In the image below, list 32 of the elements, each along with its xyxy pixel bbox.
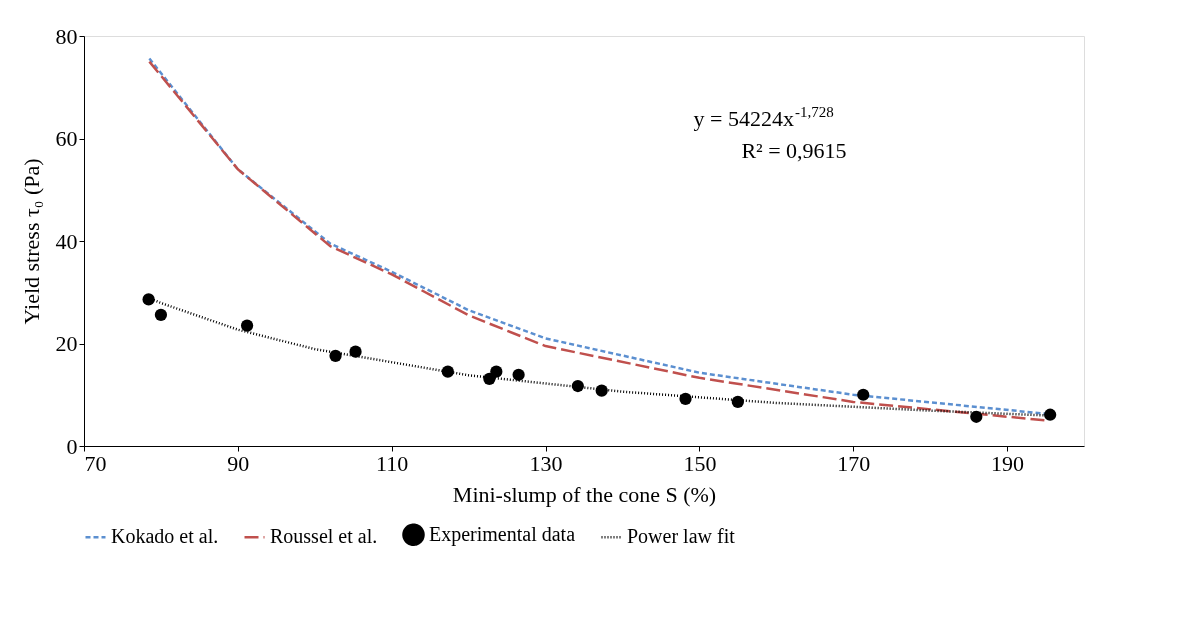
point xyxy=(857,388,870,401)
legend-label: Power law fit xyxy=(627,525,736,548)
point xyxy=(512,368,525,381)
y-tick-label: 60 xyxy=(55,126,78,151)
x-tick-label: 190 xyxy=(991,450,1025,476)
y-axis-title: Yield stress τ₀ (Pa) xyxy=(18,158,44,325)
point xyxy=(329,349,342,362)
point xyxy=(1044,408,1057,421)
legend-label: Experimental data xyxy=(429,522,576,546)
legend-label: Kokado et al. xyxy=(111,525,219,548)
legend-label: Roussel et al. xyxy=(270,525,378,548)
x-tick-label: 110 xyxy=(376,450,409,476)
annotation: R² = 0,9615 xyxy=(741,138,847,163)
x-tick-label: 70 xyxy=(84,450,107,476)
x-tick-label: 90 xyxy=(227,450,250,476)
y-tick-label: 20 xyxy=(55,331,78,356)
x-tick-label: 170 xyxy=(837,450,871,476)
y-tick-label: 0 xyxy=(66,433,78,459)
point xyxy=(154,308,168,321)
point xyxy=(441,365,454,378)
y-tick-label: 80 xyxy=(55,23,78,49)
point xyxy=(349,345,362,358)
x-axis-title: Mini-slump of the cone S (%) xyxy=(452,481,717,507)
point xyxy=(490,365,503,378)
point xyxy=(970,410,983,423)
x-tick-label: 130 xyxy=(529,450,563,476)
point xyxy=(142,293,155,306)
y-tick-label: 40 xyxy=(55,228,78,254)
point xyxy=(731,395,744,409)
point xyxy=(571,379,584,393)
point xyxy=(240,319,254,332)
x-tick-label: 150 xyxy=(683,450,717,476)
